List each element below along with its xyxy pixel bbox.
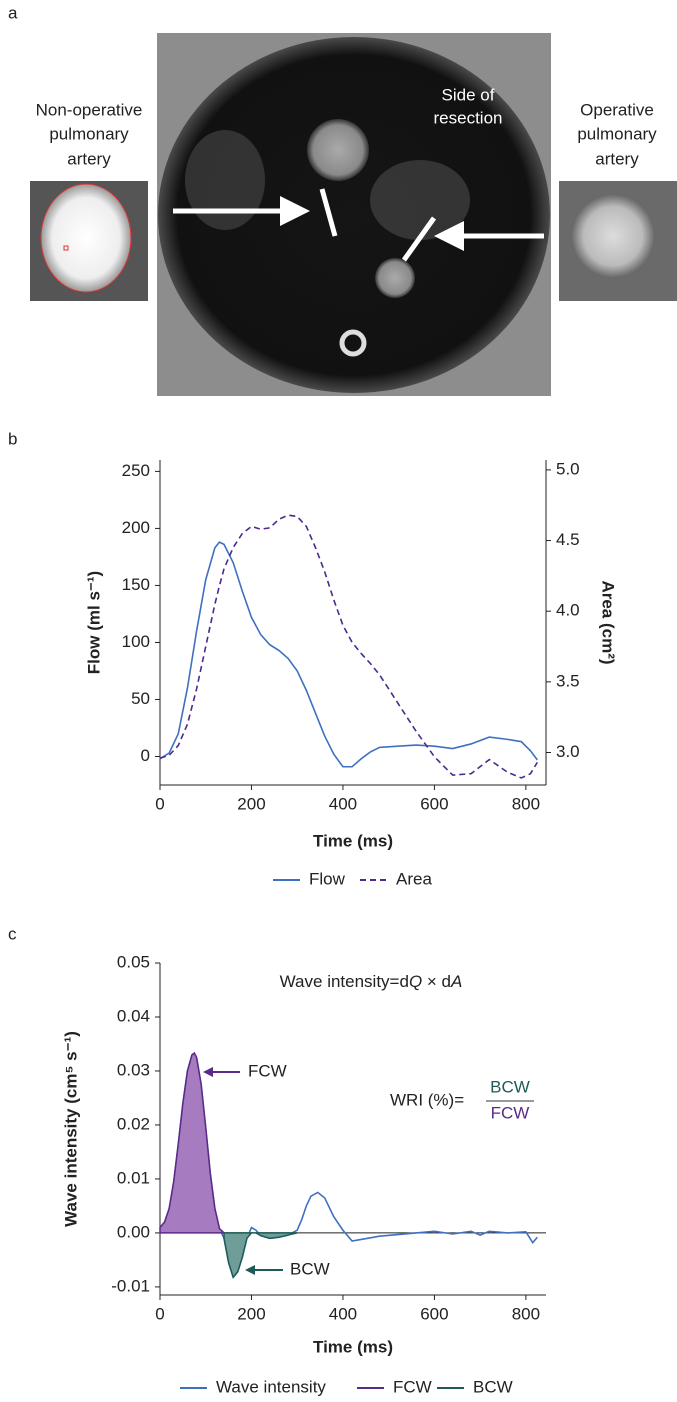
panel-a: a Side of resection Non-operative pulmon… [8, 3, 677, 396]
panel-label: b [8, 429, 17, 448]
legend-label: BCW [473, 1377, 513, 1396]
legend-label: Wave intensity [216, 1377, 326, 1396]
marker-bar [401, 216, 437, 262]
mri-vessel [307, 119, 369, 181]
x-tick-label: 200 [237, 794, 265, 813]
inset-vessel [40, 183, 132, 293]
x-tick-label: 400 [329, 794, 357, 813]
legend-label: FCW [393, 1377, 432, 1396]
legend-label: Flow [309, 869, 346, 888]
x-tick-label: 600 [420, 794, 448, 813]
y2-tick-label: 3.0 [556, 742, 580, 761]
data-line [159, 1051, 538, 1279]
roi [63, 245, 69, 251]
x-tick-label: 0 [155, 1304, 164, 1323]
y-tick-label: 0 [141, 746, 150, 765]
y2-tick-label: 3.5 [556, 671, 580, 690]
area [223, 1232, 298, 1279]
annotation: WRI (%)= [390, 1090, 464, 1109]
y-tick-label: 0.03 [117, 1060, 150, 1079]
data-line [159, 514, 538, 779]
x-tick-label: 800 [512, 1304, 540, 1323]
y-tick-label: 0.01 [117, 1168, 150, 1187]
annotation: BCW [290, 1259, 330, 1278]
annotation: Side of [442, 85, 495, 104]
y-tick-label: 200 [122, 518, 150, 537]
annotation: resection [434, 108, 503, 127]
annotation: FCW [491, 1103, 530, 1122]
annotation: artery [67, 149, 111, 168]
panel-label: c [8, 924, 17, 943]
y2-axis-label: Area (cm²) [599, 580, 618, 664]
mri-lung [185, 130, 265, 230]
x-axis-label: Time (ms) [313, 831, 393, 850]
panel-label: a [8, 3, 18, 22]
data-line [159, 541, 538, 768]
inset-vessel [571, 194, 655, 278]
mri-spine [339, 329, 367, 357]
area [159, 1052, 226, 1234]
marker-bar [319, 188, 338, 237]
y-tick-label: 0.00 [117, 1222, 150, 1241]
annotation: artery [595, 149, 639, 168]
y-tick-label: 250 [122, 461, 150, 480]
x-tick-label: 0 [155, 794, 164, 813]
y-tick-label: 0.04 [117, 1006, 150, 1025]
annotation: FCW [248, 1061, 287, 1080]
formula: Wave intensity=dQ × dA [280, 972, 463, 991]
mri-lung [370, 160, 470, 240]
y-tick-label: 0.02 [117, 1114, 150, 1133]
mri-vessel [375, 258, 415, 298]
y-tick-label: 100 [122, 632, 150, 651]
panel-c-annotations: Wave intensity=dQ × dA FCW BCW WRI (%)= … [203, 972, 534, 1278]
y2-tick-label: 4.5 [556, 530, 580, 549]
y-tick-label: -0.01 [111, 1276, 150, 1295]
annotation: BCW [490, 1077, 530, 1096]
x-tick-label: 600 [420, 1304, 448, 1323]
y-tick-label: 150 [122, 575, 150, 594]
y-tick-label: 0.05 [117, 952, 150, 971]
x-tick-label: 400 [329, 1304, 357, 1323]
y2-tick-label: 4.0 [556, 601, 580, 620]
annotation: pulmonary [49, 124, 129, 143]
mri-body [158, 37, 550, 393]
annotation: pulmonary [577, 124, 657, 143]
legend-label: Area [396, 869, 432, 888]
y-axis-label: Wave intensity (cm⁵ s⁻¹) [61, 1031, 80, 1227]
annotation: Operative [580, 100, 654, 119]
x-tick-label: 800 [512, 794, 540, 813]
y-tick-label: 50 [131, 689, 150, 708]
y2-tick-label: 5.0 [556, 459, 580, 478]
y-axis-label: Flow (ml s⁻¹) [84, 571, 103, 674]
x-tick-label: 200 [237, 1304, 265, 1323]
x-axis-label: Time (ms) [313, 1337, 393, 1356]
annotation: Non-operative [36, 100, 143, 119]
